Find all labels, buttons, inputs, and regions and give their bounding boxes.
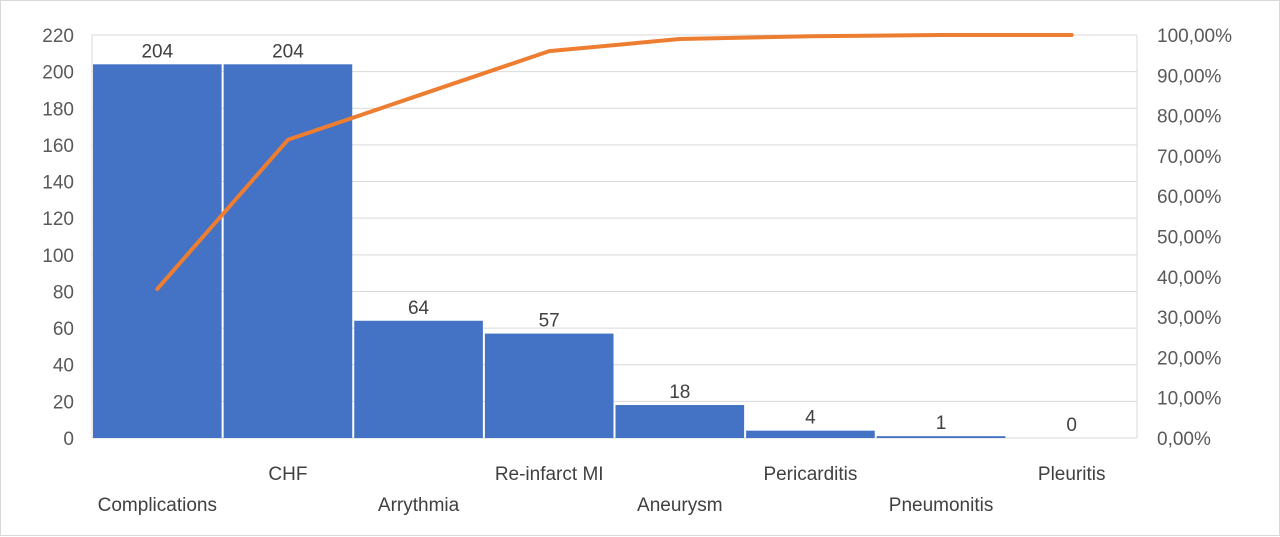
cumulative-line bbox=[155, 33, 1074, 291]
y-left-tick-label: 220 bbox=[42, 26, 74, 47]
bar-data-label: 204 bbox=[141, 41, 173, 62]
bar bbox=[223, 64, 353, 439]
y-left-tick-label: 0 bbox=[63, 429, 74, 450]
y-right-tick-label: 10,00% bbox=[1157, 389, 1222, 410]
y-left-tick-label: 60 bbox=[53, 319, 74, 340]
bar-data-label: 57 bbox=[539, 311, 560, 332]
y-left-tick-label: 180 bbox=[42, 99, 74, 120]
bar-data-label: 204 bbox=[272, 41, 304, 62]
bar bbox=[746, 430, 875, 438]
bar-data-label: 0 bbox=[1066, 415, 1077, 436]
y-right-tick-label: 20,00% bbox=[1157, 348, 1222, 369]
bar bbox=[93, 64, 222, 439]
y-left-tick-label: 140 bbox=[42, 173, 74, 194]
y-left-tick-label: 200 bbox=[42, 63, 74, 84]
bar bbox=[354, 320, 483, 438]
y-right-tick-label: 70,00% bbox=[1157, 147, 1222, 168]
x-category-label: Arrythmia bbox=[378, 495, 460, 516]
x-category-label: Pleuritis bbox=[1038, 464, 1106, 485]
bar-data-label: 1 bbox=[936, 413, 947, 434]
y-right-tick-label: 60,00% bbox=[1157, 187, 1222, 208]
bar-data-label: 64 bbox=[408, 298, 430, 319]
bar-data-label: 4 bbox=[805, 408, 816, 429]
x-category-label: Pneumonitis bbox=[889, 495, 994, 516]
y-left-tick-label: 80 bbox=[53, 282, 74, 303]
x-category-label: Re-infarct MI bbox=[495, 464, 604, 485]
y-left-tick-label: 100 bbox=[42, 246, 74, 267]
x-category-label: CHF bbox=[268, 464, 307, 485]
y-right-tick-label: 50,00% bbox=[1157, 228, 1222, 249]
y-left-tick-label: 20 bbox=[53, 392, 74, 413]
bar-data-label: 18 bbox=[669, 382, 690, 403]
y-right-tick-label: 80,00% bbox=[1157, 107, 1222, 128]
x-category-label: Aneurysm bbox=[637, 495, 723, 516]
y-right-tick-label: 0,00% bbox=[1157, 429, 1211, 450]
bar bbox=[484, 333, 614, 438]
bar bbox=[615, 405, 745, 438]
bar bbox=[876, 436, 1006, 438]
y-left-tick-label: 120 bbox=[42, 209, 74, 230]
y-left-tick-label: 40 bbox=[53, 356, 74, 377]
y-right-tick-label: 40,00% bbox=[1157, 268, 1222, 289]
y-left-tick-label: 160 bbox=[42, 136, 74, 157]
y-right-tick-label: 90,00% bbox=[1157, 66, 1222, 87]
x-category-label: Complications bbox=[98, 495, 217, 516]
y-right-tick-label: 30,00% bbox=[1157, 308, 1222, 329]
y-right-tick-label: 100,00% bbox=[1157, 26, 1232, 47]
x-category-label: Pericarditis bbox=[763, 464, 857, 485]
